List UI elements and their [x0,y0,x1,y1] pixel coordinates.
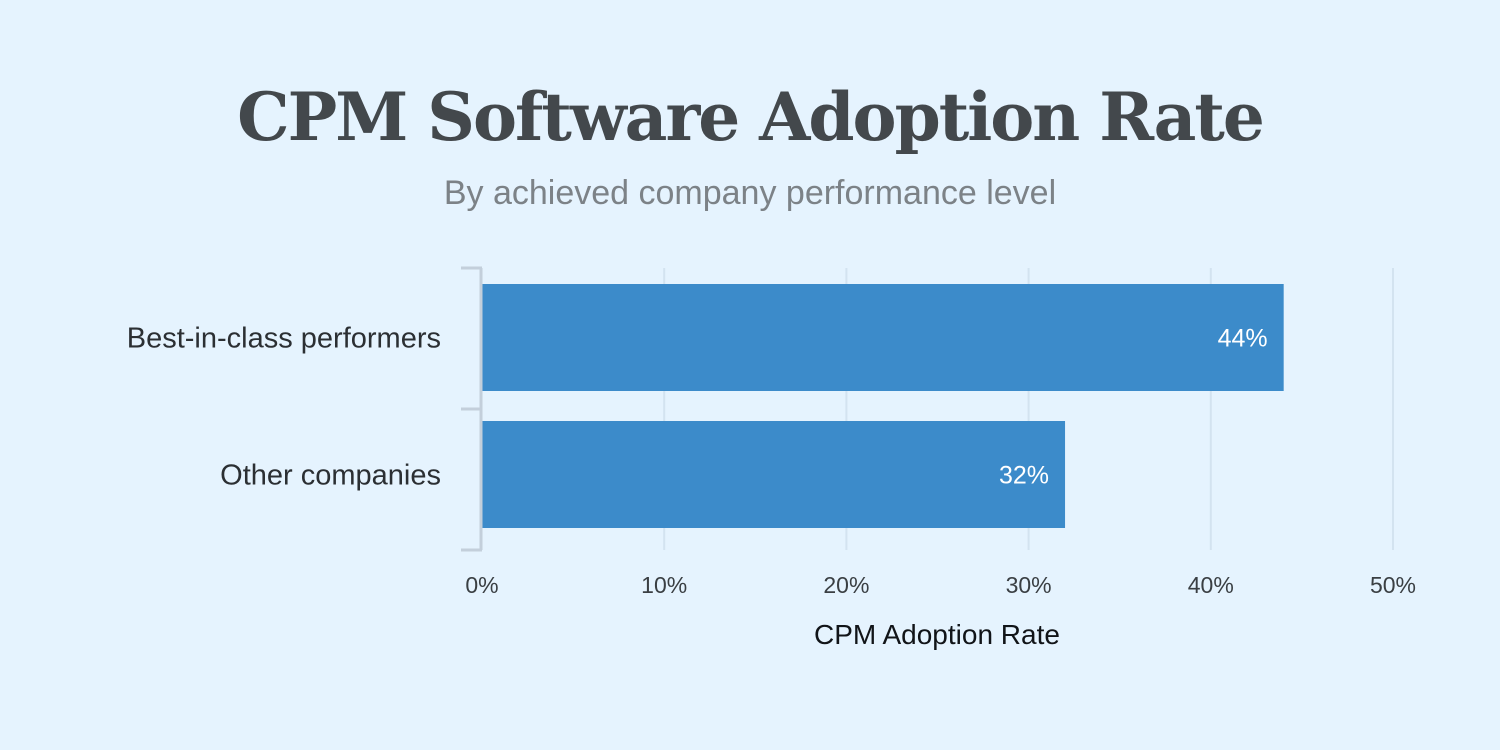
bar [482,284,1284,391]
x-tick-label: 10% [641,572,687,598]
x-tick-label: 40% [1188,572,1234,598]
x-tick-label: 30% [1006,572,1052,598]
x-tick-label: 0% [465,572,498,598]
x-tick-label: 50% [1370,572,1416,598]
data-label: 44% [1218,325,1268,353]
x-tick-labels: 0% 10% 20% 30% 40% 50% [465,572,1416,598]
chart-title: CPM Software Adoption Rate [237,78,1265,156]
bar [482,421,1066,528]
x-tick-label: 20% [823,572,869,598]
data-label: 32% [999,462,1049,490]
x-axis-label: CPM Adoption Rate [814,619,1060,650]
category-label: Best-in-class performers [127,323,441,355]
y-axis [461,266,483,552]
category-label: Other companies [220,460,441,492]
chart-subtitle: By achieved company performance level [443,174,1057,212]
bars: 44% Best-in-class performers 32% Other comp… [127,284,1284,528]
